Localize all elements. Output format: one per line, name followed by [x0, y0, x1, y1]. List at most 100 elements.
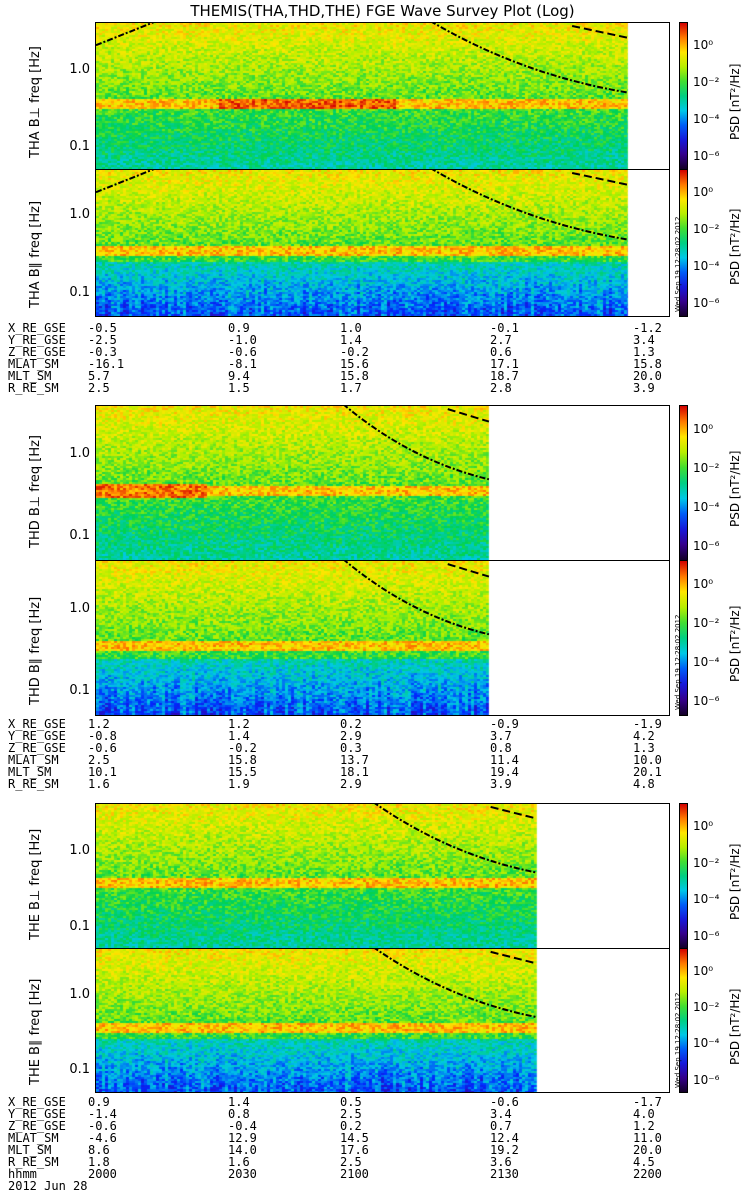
colorbar [679, 22, 688, 170]
ephemeris-value: 1.6 [228, 1155, 250, 1169]
colorbar-label: PSD [nT²/Hz] [728, 208, 742, 285]
ephemeris-value: 3.9 [490, 777, 512, 791]
ephemeris-value: 1.2 [228, 717, 250, 731]
colorbar-label: PSD [nT²/Hz] [728, 63, 742, 140]
ephemeris-value: -16.1 [88, 357, 125, 371]
colorbar-tick-label: 10⁻⁶ [693, 296, 720, 311]
colorbar [679, 405, 688, 561]
spectrogram-panel-tha-bpar [95, 169, 670, 317]
colorbar-tick-label: 10⁻⁶ [693, 539, 720, 554]
colorbar-label: PSD [nT²/Hz] [728, 605, 742, 682]
spectrogram-image [96, 406, 669, 560]
ephemeris-param-name: Z_RE_GSE [8, 741, 66, 755]
ephemeris-value: 1.6 [88, 777, 110, 791]
ephemeris-param-name: hhmm [8, 1167, 37, 1181]
colorbar-tick-label: 10⁻⁴ [693, 892, 720, 907]
ephemeris-value: 0.7 [490, 1119, 512, 1133]
ephemeris-value: 20.1 [633, 765, 662, 779]
ephemeris-value: -0.5 [88, 321, 117, 335]
ephemeris-value: 1.4 [340, 333, 362, 347]
ephemeris-value: -0.9 [490, 717, 519, 731]
cyclotron-curves [374, 949, 538, 1019]
ephemeris-value: 1.3 [633, 741, 655, 755]
ephemeris-value: 1.2 [633, 1119, 655, 1133]
ephemeris-value: -0.6 [88, 1119, 117, 1133]
ephemeris-value: -1.0 [228, 333, 257, 347]
ephemeris-value: -8.1 [228, 357, 257, 371]
ephemeris-param-name: MLT_SM [8, 1143, 52, 1157]
ephemeris-value: 19.2 [490, 1143, 519, 1157]
y-tick-label: 1.0 [69, 987, 90, 1002]
ephemeris-param-name: R_RE_SM [8, 381, 59, 395]
ephemeris-value: 1.5 [228, 381, 250, 395]
ephemeris-value: 2.5 [340, 1155, 362, 1169]
colorbar-tick-label: 10⁻⁴ [693, 112, 720, 127]
cyclotron-curves [343, 561, 490, 636]
cyclotron-curve-upper [571, 24, 629, 39]
spectrogram-image [96, 170, 669, 316]
spectrogram-image [96, 804, 669, 948]
ephemeris-value: 4.8 [633, 777, 655, 791]
spectrogram-image [96, 23, 669, 169]
timestamp-stamp: Wed Sep 19 12:28:02 2012 [674, 216, 682, 312]
colorbar-tick-label: 10⁰ [693, 819, 714, 834]
ephemeris-value: 11.4 [490, 753, 519, 767]
ephemeris-value: 1.0 [340, 321, 362, 335]
ephemeris-value: 1.9 [228, 777, 250, 791]
cyclotron-curve-upper [490, 805, 538, 820]
ephemeris-param-name: X_RE_GSE [8, 321, 66, 335]
cyclotron-curve-upper [571, 171, 629, 186]
ephemeris-value: 18.7 [490, 369, 519, 383]
ephemeris-value: 17.6 [340, 1143, 369, 1157]
y-tick-label: 0.1 [69, 683, 90, 698]
chart-title: THEMIS(THA,THD,THE) FGE Wave Survey Plot… [190, 2, 575, 20]
colorbar-tick-label: 10⁻⁴ [693, 1036, 720, 1051]
y-tick-label: 0.1 [69, 285, 90, 300]
ephemeris-value: 12.9 [228, 1131, 257, 1145]
ephemeris-param-name: Y_RE_GSE [8, 1107, 66, 1121]
spectrogram-panel-thd-bpar [95, 560, 670, 716]
colorbar-tick-label: 10⁰ [693, 185, 714, 200]
colorbar-tick-label: 10⁻² [693, 616, 720, 631]
ephemeris-value: -0.4 [228, 1119, 257, 1133]
ephemeris-value: 0.9 [228, 321, 250, 335]
ephemeris-value: 3.4 [490, 1107, 512, 1121]
ephemeris-value: -0.1 [490, 321, 519, 335]
ephemeris-value: 2.5 [88, 381, 110, 395]
ephemeris-param-name: MLT_SM [8, 765, 52, 779]
ephemeris-value: 0.9 [88, 1095, 110, 1109]
ephemeris-value: 5.7 [88, 369, 110, 383]
colorbar-tick-label: 10⁻⁴ [693, 259, 720, 274]
ephemeris-param-name: Z_RE_GSE [8, 1119, 66, 1133]
ephemeris-value: 3.6 [490, 1155, 512, 1169]
ephemeris-value: 1.8 [88, 1155, 110, 1169]
y-tick-label: 1.0 [69, 843, 90, 858]
ephemeris-value: 1.4 [228, 729, 250, 743]
ephemeris-param-name: Y_RE_GSE [8, 729, 66, 743]
ephemeris-value: 2.9 [340, 729, 362, 743]
ephemeris-value: 2200 [633, 1167, 662, 1181]
y-axis-label: THE B∥ freq [Hz] [28, 978, 43, 1085]
ephemeris-value: 1.7 [340, 381, 362, 395]
ephemeris-value: 2.9 [340, 777, 362, 791]
colorbar-tick-label: 10⁻⁴ [693, 655, 720, 670]
ephemeris-value: 1.4 [228, 1095, 250, 1109]
ephemeris-param-name: R_RE_SM [8, 1155, 59, 1169]
spectrogram-image [96, 949, 669, 1092]
cyclotron-curves [343, 406, 490, 481]
cyclotron-curve-left [96, 170, 155, 194]
ephemeris-value: 8.6 [88, 1143, 110, 1157]
ephemeris-value: 2.8 [490, 381, 512, 395]
ephemeris-value: 4.2 [633, 729, 655, 743]
y-tick-label: 1.0 [69, 62, 90, 77]
colorbar-tick-label: 10⁰ [693, 577, 714, 592]
ephemeris-value: 2100 [340, 1167, 369, 1181]
ephemeris-value: -0.2 [228, 741, 257, 755]
ephemeris-param-name: R_RE_SM [8, 777, 59, 791]
ephemeris-param-name: X_RE_GSE [8, 717, 66, 731]
spectrogram-panel-the-bperp [95, 803, 670, 949]
y-tick-label: 1.0 [69, 601, 90, 616]
ephemeris-value: 10.0 [633, 753, 662, 767]
ephemeris-value: 3.9 [633, 381, 655, 395]
ephemeris-value: 3.4 [633, 333, 655, 347]
